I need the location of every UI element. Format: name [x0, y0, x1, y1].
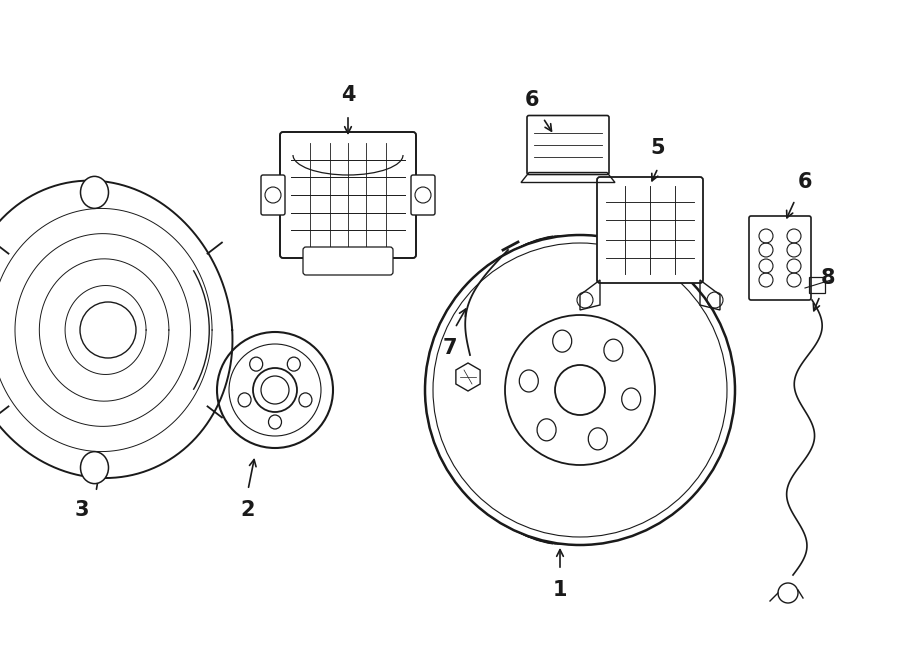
Text: 7: 7: [443, 338, 457, 358]
FancyBboxPatch shape: [749, 216, 811, 300]
Ellipse shape: [299, 393, 312, 407]
Ellipse shape: [238, 393, 251, 407]
Circle shape: [217, 332, 333, 448]
FancyBboxPatch shape: [261, 175, 285, 215]
Circle shape: [505, 315, 655, 465]
Circle shape: [253, 368, 297, 412]
Ellipse shape: [537, 419, 556, 441]
Polygon shape: [456, 363, 480, 391]
Ellipse shape: [268, 415, 282, 429]
Ellipse shape: [553, 330, 572, 352]
Text: 3: 3: [75, 500, 89, 520]
Text: 8: 8: [821, 268, 835, 288]
FancyBboxPatch shape: [280, 132, 416, 258]
Text: 6: 6: [525, 90, 539, 110]
Ellipse shape: [249, 357, 263, 371]
FancyBboxPatch shape: [411, 175, 435, 215]
Circle shape: [555, 365, 605, 415]
FancyBboxPatch shape: [597, 177, 703, 283]
Polygon shape: [0, 180, 232, 478]
Ellipse shape: [80, 451, 109, 484]
Text: 5: 5: [651, 138, 665, 158]
Text: 2: 2: [241, 500, 256, 520]
Ellipse shape: [80, 176, 109, 208]
Text: 6: 6: [797, 172, 812, 192]
FancyBboxPatch shape: [527, 116, 609, 175]
Circle shape: [425, 235, 735, 545]
Text: 1: 1: [553, 580, 567, 600]
Ellipse shape: [287, 357, 301, 371]
Circle shape: [80, 302, 136, 358]
Ellipse shape: [589, 428, 608, 450]
Text: 4: 4: [341, 85, 356, 105]
Ellipse shape: [519, 370, 538, 392]
FancyBboxPatch shape: [303, 247, 393, 275]
Ellipse shape: [604, 339, 623, 361]
Ellipse shape: [622, 388, 641, 410]
